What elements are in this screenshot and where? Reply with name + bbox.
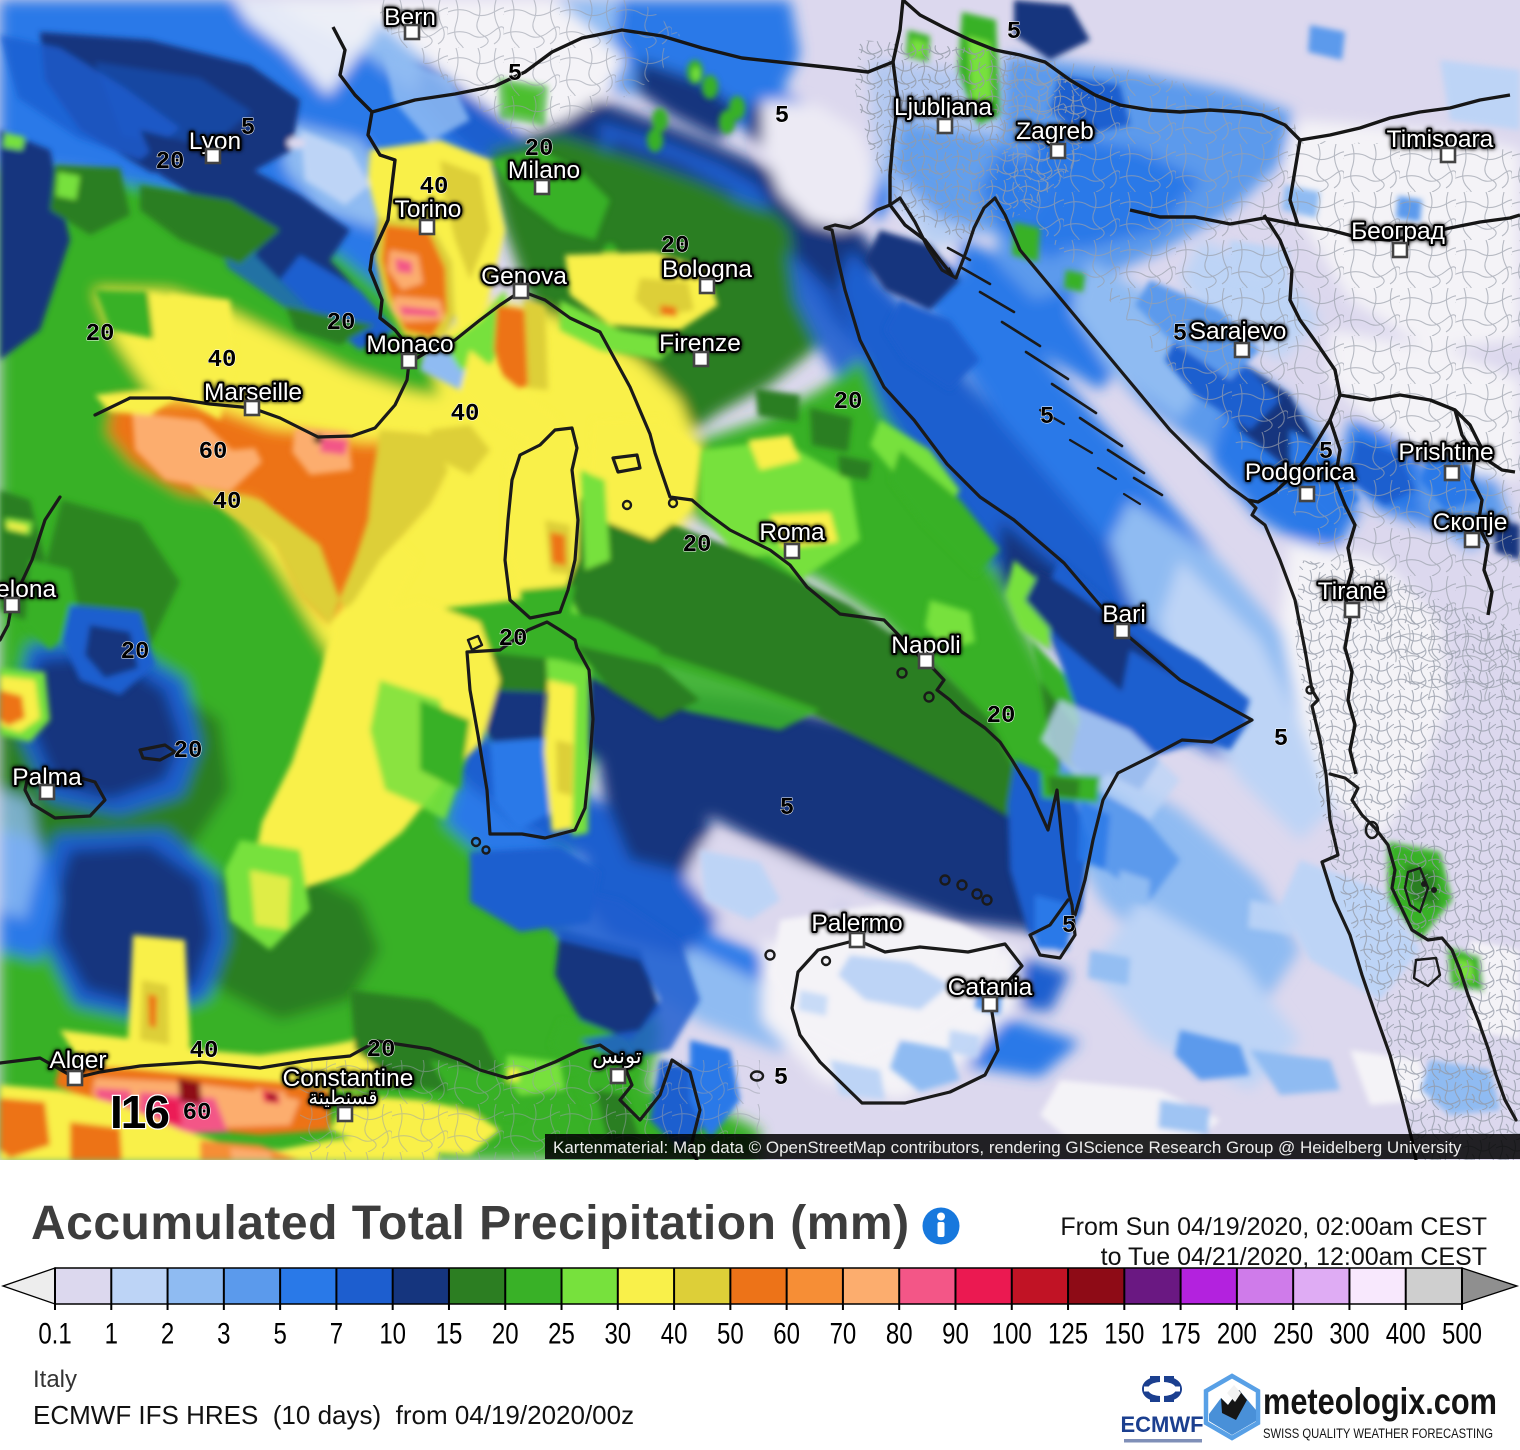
svg-text:10: 10 bbox=[379, 1316, 406, 1350]
svg-text:Tiranë: Tiranë bbox=[1318, 578, 1387, 605]
svg-text:Alger: Alger bbox=[49, 1047, 106, 1074]
svg-text:200: 200 bbox=[1217, 1316, 1257, 1350]
svg-text:50: 50 bbox=[717, 1316, 744, 1350]
svg-text:500: 500 bbox=[1442, 1316, 1482, 1350]
svg-text:7: 7 bbox=[330, 1316, 343, 1350]
svg-text:5: 5 bbox=[775, 103, 789, 130]
svg-text:20: 20 bbox=[683, 532, 712, 559]
svg-text:150: 150 bbox=[1104, 1316, 1144, 1350]
svg-text:125: 125 bbox=[1048, 1316, 1088, 1350]
svg-text:40: 40 bbox=[420, 174, 449, 201]
svg-text:25: 25 bbox=[548, 1316, 575, 1350]
svg-text:Zagreb: Zagreb bbox=[1016, 118, 1094, 145]
svg-text:20: 20 bbox=[987, 703, 1016, 730]
svg-text:5: 5 bbox=[1274, 726, 1288, 753]
svg-text:20: 20 bbox=[121, 639, 150, 666]
svg-text:15: 15 bbox=[436, 1316, 463, 1350]
svg-text:Roma: Roma bbox=[759, 519, 825, 546]
svg-text:ECMWF: ECMWF bbox=[1120, 1412, 1203, 1437]
svg-text:Constantine: Constantine bbox=[283, 1065, 414, 1092]
svg-text:Palma: Palma bbox=[12, 764, 82, 791]
svg-text:60: 60 bbox=[773, 1316, 800, 1350]
svg-text:80: 80 bbox=[886, 1316, 913, 1350]
svg-text:2: 2 bbox=[161, 1316, 174, 1350]
svg-text:175: 175 bbox=[1161, 1316, 1201, 1350]
svg-text:5: 5 bbox=[273, 1316, 286, 1350]
svg-text:30: 30 bbox=[604, 1316, 631, 1350]
svg-text:20: 20 bbox=[327, 310, 356, 337]
svg-text:0.1: 0.1 bbox=[38, 1316, 71, 1350]
svg-text:Podgorica: Podgorica bbox=[1245, 459, 1356, 486]
svg-text:5: 5 bbox=[780, 795, 794, 822]
svg-text:40: 40 bbox=[213, 489, 242, 516]
svg-text:5: 5 bbox=[1040, 404, 1054, 431]
svg-text:40: 40 bbox=[208, 347, 237, 374]
svg-text:20: 20 bbox=[86, 321, 115, 348]
svg-text:celona: celona bbox=[0, 576, 56, 603]
svg-text:Београд: Београд bbox=[1351, 218, 1445, 245]
svg-text:40: 40 bbox=[451, 401, 480, 428]
svg-text:20: 20 bbox=[499, 626, 528, 653]
svg-text:قسنطينة: قسنطينة bbox=[308, 1088, 377, 1109]
svg-text:20: 20 bbox=[492, 1316, 519, 1350]
svg-text:5: 5 bbox=[1173, 321, 1187, 348]
svg-text:60: 60 bbox=[183, 1100, 212, 1127]
svg-text:SWISS QUALITY WEATHER FORECAST: SWISS QUALITY WEATHER FORECASTING bbox=[1263, 1426, 1493, 1441]
svg-text:60: 60 bbox=[199, 439, 228, 466]
svg-text:20: 20 bbox=[525, 136, 554, 163]
svg-text:100: 100 bbox=[992, 1316, 1032, 1350]
svg-text:5: 5 bbox=[1319, 439, 1333, 466]
svg-text:5: 5 bbox=[1062, 913, 1076, 940]
svg-text:تونس: تونس bbox=[592, 1045, 641, 1069]
svg-text:3: 3 bbox=[217, 1316, 230, 1350]
svg-text:20: 20 bbox=[834, 389, 863, 416]
svg-text:20: 20 bbox=[156, 149, 185, 176]
svg-text:40: 40 bbox=[661, 1316, 688, 1350]
svg-text:20: 20 bbox=[661, 233, 690, 260]
svg-text:400: 400 bbox=[1386, 1316, 1426, 1350]
svg-text:Bern: Bern bbox=[384, 4, 436, 31]
svg-text:I16: I16 bbox=[110, 1086, 168, 1138]
svg-text:1: 1 bbox=[105, 1316, 118, 1350]
svg-text:20: 20 bbox=[367, 1037, 396, 1064]
svg-text:90: 90 bbox=[942, 1316, 969, 1350]
svg-text:Ljubljana: Ljubljana bbox=[894, 94, 992, 121]
svg-text:40: 40 bbox=[190, 1038, 219, 1065]
svg-text:meteologix.com: meteologix.com bbox=[1263, 1381, 1497, 1422]
svg-text:Genova: Genova bbox=[481, 263, 567, 290]
svg-text:250: 250 bbox=[1273, 1316, 1313, 1350]
svg-text:5: 5 bbox=[1007, 19, 1021, 46]
svg-text:5: 5 bbox=[774, 1065, 788, 1092]
svg-text:300: 300 bbox=[1329, 1316, 1369, 1350]
svg-text:Prishtine: Prishtine bbox=[1398, 439, 1493, 466]
svg-text:70: 70 bbox=[830, 1316, 857, 1350]
svg-text:5: 5 bbox=[241, 115, 255, 142]
svg-text:5: 5 bbox=[508, 61, 522, 88]
svg-text:20: 20 bbox=[174, 738, 203, 765]
svg-text:Sarajevo: Sarajevo bbox=[1190, 318, 1287, 345]
svg-text:Kartenmaterial: Map data © Ope: Kartenmaterial: Map data © OpenStreetMap… bbox=[553, 1138, 1462, 1157]
